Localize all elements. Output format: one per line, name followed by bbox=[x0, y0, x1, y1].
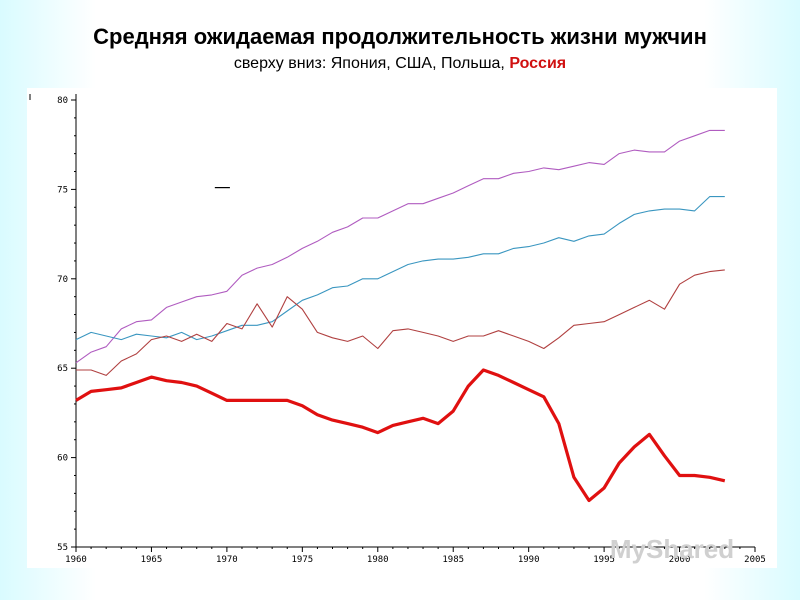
y-tick-label: 80 bbox=[57, 96, 68, 106]
x-tick-label: 1970 bbox=[216, 555, 238, 565]
x-tick-label: 1960 bbox=[65, 555, 87, 565]
y-tick-label: 65 bbox=[57, 364, 68, 374]
life-expectancy-chart: 55 60 65 70 75 80 1960 1965 1970 1975 1980 1985 1990… bbox=[27, 88, 777, 568]
y-tick-label: 55 bbox=[57, 543, 68, 553]
y-tick-label: 60 bbox=[57, 454, 68, 464]
chart-svg: 55 60 65 70 75 80 1960 1965 1970 1975 1980 1985 1990… bbox=[29, 94, 766, 565]
series-line-Польша bbox=[76, 269, 725, 376]
y-tick-label: 75 bbox=[57, 185, 68, 195]
x-tick-label: 1985 bbox=[442, 555, 464, 565]
series-line-США bbox=[75, 196, 725, 341]
watermark: MyShared bbox=[610, 534, 734, 564]
subtitle-russia: Россия bbox=[509, 55, 567, 72]
slide-title: Средняя ожидаемая продолжительность жизн… bbox=[93, 24, 707, 49]
x-tick-label: 2005 bbox=[744, 555, 766, 565]
x-tick-label: 1995 bbox=[593, 555, 615, 565]
x-tick-label: 1965 bbox=[141, 555, 163, 565]
series-line-Россия bbox=[75, 368, 726, 503]
x-tick-label: 1990 bbox=[518, 555, 540, 565]
series-line-Япония bbox=[75, 129, 725, 364]
x-tick-label: 1980 bbox=[367, 555, 389, 565]
x-tick-label: 2000 bbox=[669, 555, 691, 565]
x-tick-label: 1975 bbox=[291, 555, 313, 565]
subtitle-countries: сверху вниз: Япония, США, Польша, bbox=[233, 55, 510, 72]
slide-subtitle: сверху вниз: Япония, США, Польша, Россия bbox=[0, 55, 800, 73]
y-tick-label: 70 bbox=[57, 275, 68, 285]
